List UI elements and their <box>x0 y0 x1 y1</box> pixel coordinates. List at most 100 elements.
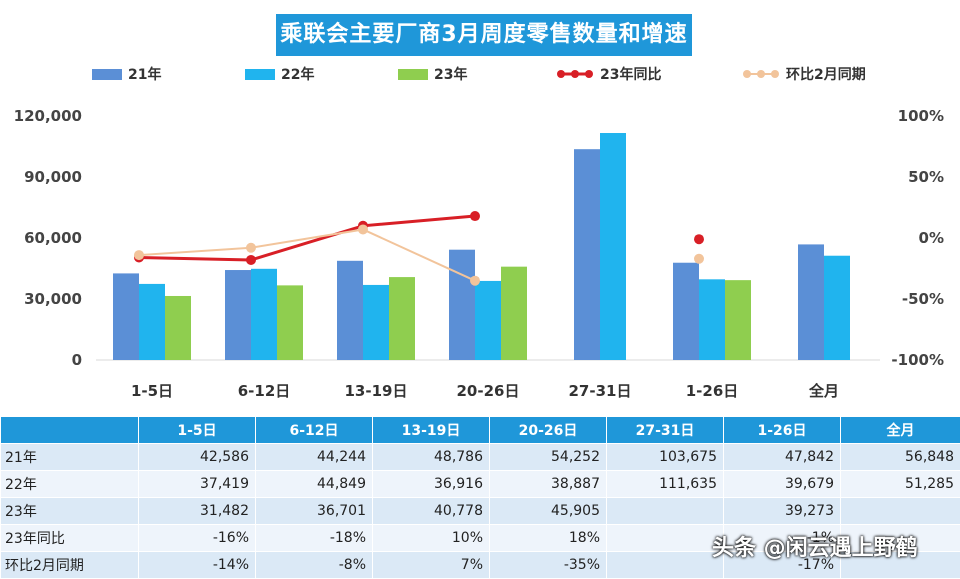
table-cell: 10% <box>373 525 490 552</box>
table-header-cell: 27-31日 <box>607 417 724 444</box>
bar <box>337 261 363 360</box>
table-cell: 31,482 <box>139 498 256 525</box>
table-cell: 56,848 <box>841 444 960 471</box>
bar <box>113 273 139 360</box>
table-cell <box>607 498 724 525</box>
legend-item-22: 22年 <box>245 64 314 84</box>
line-point <box>246 255 256 265</box>
watermark: 头条 @闲云遇上野鹤 <box>712 530 918 562</box>
bar <box>225 270 251 360</box>
table-cell: 111,635 <box>607 471 724 498</box>
table-cell: 39,679 <box>724 471 841 498</box>
y2-tick-label: -100% <box>891 351 944 369</box>
line-point <box>694 234 704 244</box>
legend-swatch-mom <box>742 68 780 80</box>
table-cell: -18% <box>256 525 373 552</box>
bar <box>824 256 850 360</box>
table-cell: 42,586 <box>139 444 256 471</box>
line-point <box>694 254 704 264</box>
bar <box>139 284 165 360</box>
bar <box>725 280 751 360</box>
bar <box>475 281 501 360</box>
table-row-label: 22年 <box>1 471 139 498</box>
y2-tick-label: -50% <box>902 290 944 308</box>
chart-plot: 030,00060,00090,000120,000-100%-50%0%50%… <box>0 90 960 416</box>
table-cell: -35% <box>490 552 607 579</box>
table-cell: 44,849 <box>256 471 373 498</box>
table-cell: 45,905 <box>490 498 607 525</box>
bar <box>501 267 527 360</box>
y2-tick-label: 100% <box>898 107 944 125</box>
line-point <box>470 276 480 286</box>
x-tick-label: 1-5日 <box>131 382 173 400</box>
x-tick-label: 27-31日 <box>569 382 632 400</box>
table-header-blank <box>1 417 139 444</box>
table-cell <box>607 552 724 579</box>
legend-swatch-21 <box>92 69 122 80</box>
table-cell: 48,786 <box>373 444 490 471</box>
bar <box>363 285 389 360</box>
legend-swatch-22 <box>245 69 275 80</box>
x-tick-label: 20-26日 <box>457 382 520 400</box>
bar <box>165 296 191 360</box>
line-point <box>358 224 368 234</box>
table-cell: 47,842 <box>724 444 841 471</box>
chart-title: 乘联会主要厂商3月周度零售数量和增速 <box>276 14 692 56</box>
x-tick-label: 13-19日 <box>345 382 408 400</box>
line-point <box>246 243 256 253</box>
table-header-cell: 20-26日 <box>490 417 607 444</box>
table-cell: 7% <box>373 552 490 579</box>
x-tick-label: 全月 <box>808 382 839 400</box>
table-cell: 18% <box>490 525 607 552</box>
y-tick-label: 60,000 <box>24 229 82 247</box>
bar <box>673 263 699 360</box>
legend-label-22: 22年 <box>281 64 314 84</box>
table-cell: 103,675 <box>607 444 724 471</box>
legend-item-21: 21年 <box>92 64 161 84</box>
table-header-cell: 6-12日 <box>256 417 373 444</box>
table-cell: 44,244 <box>256 444 373 471</box>
bar <box>798 244 824 360</box>
legend-item-mom: 环比2月同期 <box>742 64 866 84</box>
table-cell: -8% <box>256 552 373 579</box>
table-header-cell: 1-5日 <box>139 417 256 444</box>
x-tick-label: 6-12日 <box>238 382 291 400</box>
legend-item-23: 23年 <box>398 64 467 84</box>
y-tick-label: 120,000 <box>14 107 82 125</box>
bar <box>600 133 626 360</box>
table-cell: 40,778 <box>373 498 490 525</box>
legend-swatch-23 <box>398 69 428 80</box>
table-cell: -16% <box>139 525 256 552</box>
table-cell: 39,273 <box>724 498 841 525</box>
legend-label-mom: 环比2月同期 <box>786 64 866 84</box>
table-header-cell: 1-26日 <box>724 417 841 444</box>
bar <box>449 250 475 360</box>
table-header-cell: 13-19日 <box>373 417 490 444</box>
bar <box>699 279 725 360</box>
table-cell: 36,701 <box>256 498 373 525</box>
bar <box>574 149 600 360</box>
bar <box>251 269 277 360</box>
bar <box>277 285 303 360</box>
table-cell: -14% <box>139 552 256 579</box>
table-cell: 38,887 <box>490 471 607 498</box>
y2-tick-label: 50% <box>908 168 944 186</box>
table-cell: 54,252 <box>490 444 607 471</box>
table-row-label: 21年 <box>1 444 139 471</box>
table-cell: 37,419 <box>139 471 256 498</box>
table-header-cell: 全月 <box>841 417 960 444</box>
y-tick-label: 0 <box>72 351 82 369</box>
y-tick-label: 30,000 <box>24 290 82 308</box>
table-cell: 51,285 <box>841 471 960 498</box>
bar <box>389 277 415 360</box>
line-point <box>470 211 480 221</box>
legend-item-yoy: 23年同比 <box>556 64 661 84</box>
table-row-label: 环比2月同期 <box>1 552 139 579</box>
y-tick-label: 90,000 <box>24 168 82 186</box>
table-row-label: 23年同比 <box>1 525 139 552</box>
legend: 21年 22年 23年 23年同比 环比2月同期 <box>0 64 960 88</box>
